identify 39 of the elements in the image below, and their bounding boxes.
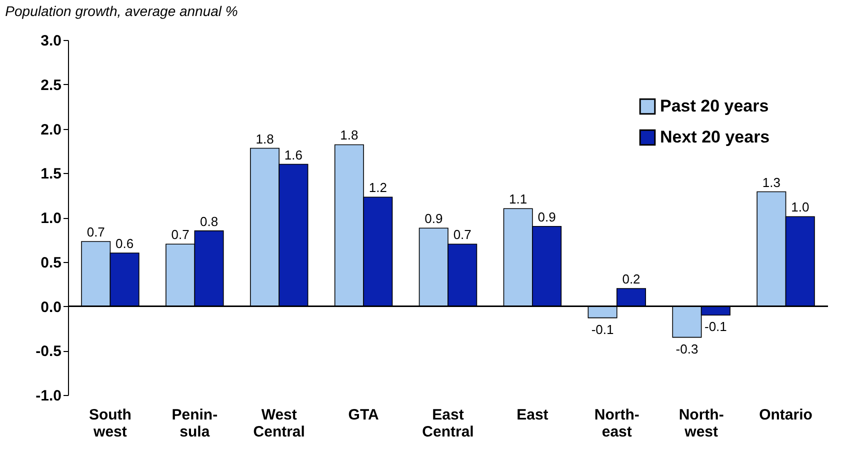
data-label: 0.2 — [622, 272, 640, 286]
y-tick-label: 0.0 — [40, 298, 62, 316]
data-label: 0.9 — [538, 209, 556, 224]
data-label: -0.1 — [704, 319, 727, 334]
legend-label: Past 20 years — [660, 96, 769, 116]
y-tick-label: 3.0 — [40, 32, 62, 50]
y-tick-label: 1.0 — [40, 210, 62, 227]
data-label: 1.6 — [284, 147, 303, 162]
x-tick-label: West Central — [253, 406, 305, 440]
x-tick-label: Ontario — [759, 406, 812, 424]
data-label: 0.7 — [86, 224, 105, 240]
data-label: 1.2 — [368, 180, 387, 196]
data-label: 0.8 — [200, 214, 218, 229]
data-label: 0.6 — [116, 236, 134, 251]
data-label: -0.3 — [676, 341, 698, 356]
y-tick-label: -0.5 — [36, 343, 62, 360]
y-tick-label: 0.5 — [40, 254, 62, 272]
data-label: 1.3 — [762, 174, 780, 190]
x-tick-label: North- west — [678, 406, 724, 440]
y-tick-label: -1.0 — [36, 388, 62, 404]
data-label: 0.7 — [171, 227, 190, 242]
y-tick-label: 1.5 — [40, 166, 62, 183]
x-tick-label: North- east — [594, 406, 640, 440]
legend-label: Next 20 years — [660, 128, 770, 146]
data-label: 1.8 — [340, 128, 358, 143]
data-label: 1.1 — [509, 192, 528, 207]
chart-title: Population growth, average annual % — [5, 3, 238, 19]
x-tick-label: GTA — [348, 406, 379, 424]
data-label: 0.7 — [453, 227, 472, 242]
data-label: 1.0 — [791, 200, 810, 215]
data-label: 0.9 — [424, 211, 443, 226]
x-tick-label: East Central — [422, 406, 474, 440]
data-label: -0.1 — [591, 322, 614, 337]
x-tick-label: South west — [88, 406, 132, 440]
x-tick-label: Penin- sula — [172, 406, 218, 440]
x-tick-label: East — [516, 406, 548, 424]
y-tick-label: 2.5 — [40, 76, 62, 94]
data-label: 1.8 — [256, 131, 274, 146]
y-tick-label: 2.0 — [40, 121, 62, 138]
